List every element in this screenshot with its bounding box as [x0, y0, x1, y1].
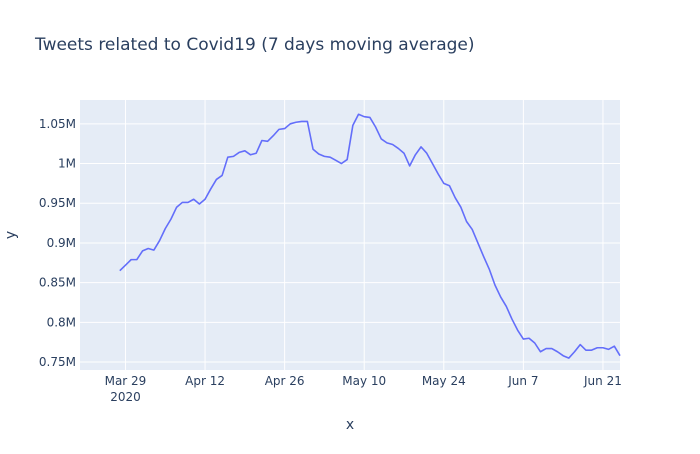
y-tick-label: 0.85M [39, 276, 76, 290]
y-tick-label: 0.8M [47, 315, 76, 329]
y-tick-label: 0.95M [39, 196, 76, 210]
chart-title: Tweets related to Covid19 (7 days moving… [34, 35, 475, 55]
series-line-group [119, 113, 621, 359]
x-tick-label: Jun 21 [583, 374, 622, 388]
x-tick-label: May 24 [422, 374, 466, 388]
y-tick-label: 0.75M [39, 355, 76, 369]
y-tick-label: 1.05M [39, 117, 76, 131]
x-tick-label: Apr 26 [265, 374, 305, 388]
grid-lines [80, 100, 620, 370]
x-tick-label: Mar 29 [105, 374, 147, 388]
series-line [119, 113, 621, 359]
y-tick-label: 1M [58, 157, 76, 171]
x-tick-labels: Mar 29 2020 Apr 12 Apr 26 May 10 May 24 Jun 7 J… [105, 374, 622, 404]
x-tick-label: May 10 [342, 374, 386, 388]
x-tick-label: Jun 7 [507, 374, 538, 388]
x-tick-year-label: 2020 [110, 390, 141, 404]
x-axis-title: x [346, 417, 354, 433]
y-tick-labels: 0.75M 0.8M 0.85M 0.9M 0.95M 1M 1.05M [39, 117, 76, 369]
y-axis-title: y [3, 231, 19, 239]
x-tick-label: Apr 12 [185, 374, 225, 388]
y-tick-label: 0.9M [47, 236, 76, 250]
